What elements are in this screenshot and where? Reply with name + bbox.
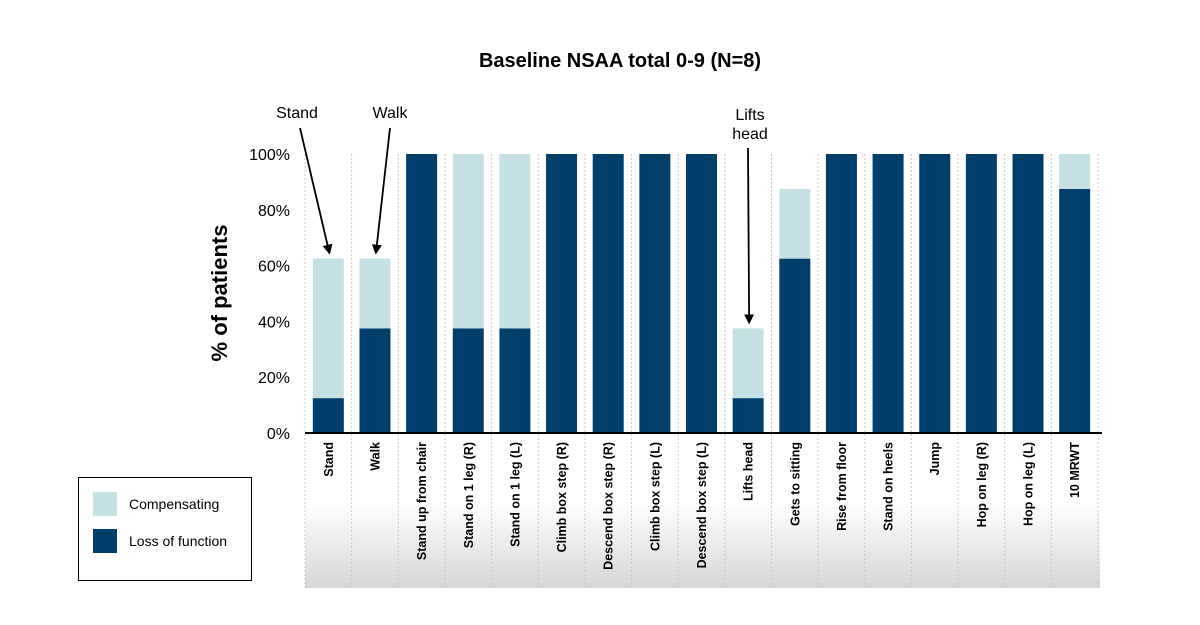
annotation-label: Stand [276,105,318,122]
category-label: Jump [928,442,942,476]
bar-loss-of-function-stand-on-heels [872,154,904,433]
legend: Compensating Loss of function [78,477,252,581]
annotation-label: Walk [373,105,409,122]
bar-compensating-stand [312,258,344,399]
category-label: Stand up from chair [415,442,429,560]
chart-title: Baseline NSAA total 0-9 (N=8) [479,50,761,72]
bar-loss-of-function-jump [919,154,951,433]
bar-loss-of-function-stand-up-from-chair [406,154,438,433]
category-label: 10 MRWT [1068,442,1082,498]
bar-loss-of-function-descend-box-step-r [592,154,624,433]
legend-swatch-compensating [93,492,117,516]
legend-label-compensating: Compensating [129,496,220,512]
bars [312,154,1091,433]
bar-compensating-lifts-head [732,328,764,399]
category-label: Rise from floor [835,442,849,531]
bar-loss-of-function-10-mrwt [1059,188,1091,433]
legend-label-loss-of-function: Loss of function [129,533,228,549]
y-axis-label: % of patients [207,225,232,362]
category-label: Walk [368,442,382,471]
category-label: Hop on leg (L) [1022,442,1036,526]
category-label: Stand on 1 leg (L) [508,442,522,547]
bar-loss-of-function-hop-on-leg-r [965,154,997,433]
annotation-arrow [299,127,333,255]
bar-loss-of-function-walk [359,328,391,433]
legend-item-loss-of-function: Loss of function [93,529,227,553]
bar-compensating-stand-on-1-leg-l [499,154,531,329]
bar-loss-of-function-climb-box-step-l [639,154,671,433]
gridlines [304,154,1099,588]
bar-compensating-gets-to-sitting [779,188,811,259]
bar-compensating-10-mrwt [1059,154,1091,189]
bar-compensating-walk [359,258,391,329]
category-band [305,434,1100,588]
category-label: Descend box step (R) [602,442,616,570]
y-tick-label: 0% [267,426,290,443]
y-tick-label: 100% [249,147,290,164]
y-ticks: 0% 20% 40% 60% 80% 100% [249,147,290,443]
bar-loss-of-function-climb-box-step-r [546,154,578,433]
y-tick-label: 60% [258,259,290,276]
category-labels: Stand Walk Stand up from chair Stand on 1 l… [322,442,1082,570]
annotations: Stand Walk Lifts head [276,105,768,325]
y-tick-label: 40% [258,314,290,331]
bar-loss-of-function-stand [312,398,344,433]
bar-loss-of-function-stand-on-1-leg-l [499,328,531,433]
annotation-label: Lifts head [732,107,768,143]
bar-loss-of-function-hop-on-leg-l [1012,154,1044,433]
category-label: Gets to sitting [788,442,802,526]
category-label: Stand on 1 leg (R) [462,442,476,548]
y-tick-label: 20% [258,370,290,387]
annotation-arrow [371,127,391,255]
category-label: Climb box step (R) [555,442,569,552]
category-label: Stand on heels [882,442,896,531]
bar-loss-of-function-lifts-head [732,398,764,433]
legend-swatch-loss-of-function [93,529,117,553]
category-label: Hop on leg (R) [975,442,989,527]
legend-item-compensating: Compensating [93,492,219,516]
bar-loss-of-function-descend-box-step-l [686,154,717,433]
bar-loss-of-function-stand-on-1-leg-r [452,328,484,433]
category-label: Stand [322,442,336,477]
y-tick-label: 80% [258,203,290,220]
bar-loss-of-function-rise-from-floor [825,154,857,433]
bar-compensating-stand-on-1-leg-r [452,154,484,329]
category-label: Lifts head [742,442,756,501]
category-label: Descend box step (L) [695,442,709,568]
bar-loss-of-function-gets-to-sitting [779,258,811,433]
category-label: Climb box step (L) [648,442,662,551]
annotation-arrow [744,147,755,325]
